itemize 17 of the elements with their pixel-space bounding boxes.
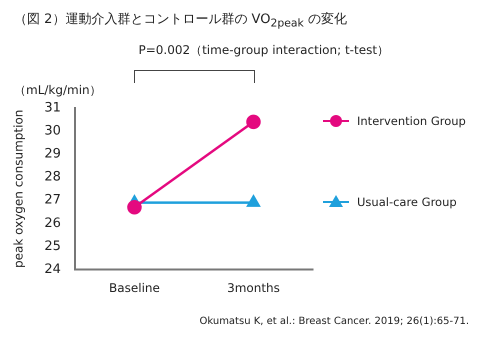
text: Okumatsu K, et al.: Breast Cancer. 2019; 26(1):65-71. <box>200 316 469 327</box>
x-tick-label: 3months <box>227 280 280 295</box>
text: P=0.002（time-group interaction; t-test） <box>138 42 390 59</box>
y-tick-label: 30 <box>44 123 61 138</box>
legend-label: Intervention Group <box>357 114 466 128</box>
text: （mL/kg/min） <box>14 82 102 99</box>
y-tick-label: 31 <box>44 100 61 116</box>
legend-label: Usual-care Group <box>357 194 457 209</box>
x-tick-label: Baseline <box>109 280 160 295</box>
y-tick-label: 24 <box>44 262 61 277</box>
y-tick-label: 27 <box>44 192 61 208</box>
y-tick-label: 26 <box>44 216 61 231</box>
y-tick-label: 29 <box>44 146 61 162</box>
y-axis-title: peak oxygen consumption <box>11 110 26 268</box>
y-tick-label: 25 <box>44 238 61 254</box>
chart-title: （図 2）運動介入群とコントロール群の VO$_{2peak}$ の変化 <box>14 11 347 30</box>
y-tick-label: 28 <box>44 170 61 185</box>
